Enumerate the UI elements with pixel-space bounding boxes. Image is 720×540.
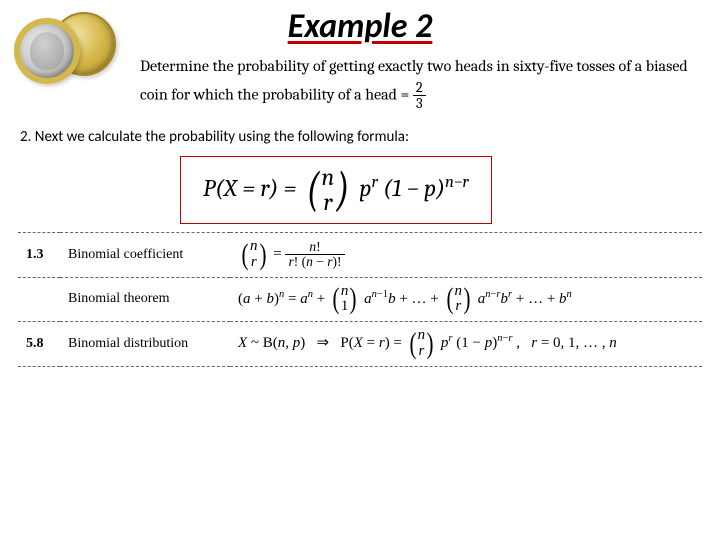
binom-r: r: [322, 190, 335, 215]
step-text: 2. Next we calculate the probability usi…: [20, 128, 409, 146]
binom-n: n: [322, 165, 335, 190]
fraction-denominator: 3: [413, 96, 426, 111]
table-row: 5.8Binomial distributionX ~ B(n, p) ⇒ P(…: [18, 322, 702, 367]
row-label: Binomial distribution: [60, 322, 230, 367]
reference-table: 1.3Binomial coefficient(nr) = n!r! (n − …: [18, 232, 702, 367]
formula-mid: p: [359, 174, 371, 202]
formula-box: P(X = r) = (nr) pr (1 − p)n−r: [180, 156, 492, 224]
row-formula: X ~ B(n, p) ⇒ P(X = r) = (nr) pr (1 − p)…: [230, 322, 702, 367]
row-number: [18, 277, 60, 322]
row-label: Binomial theorem: [60, 277, 230, 322]
row-formula: (nr) = n!r! (n − r)!: [230, 233, 702, 278]
row-number: 1.3: [18, 233, 60, 278]
formula-binom: (nr): [302, 165, 355, 215]
table-row: Binomial theorem(a + b)n = an + (n1) an−…: [18, 277, 702, 322]
row-label: Binomial coefficient: [60, 233, 230, 278]
row-formula: (a + b)n = an + (n1) an−1b + … + (nr) an…: [230, 277, 702, 322]
table-row: 1.3Binomial coefficient(nr) = n!r! (n − …: [18, 233, 702, 278]
slide-title: Example 2: [0, 6, 720, 47]
problem-statement: Determine the probability of getting exa…: [140, 54, 700, 111]
row-number: 5.8: [18, 322, 60, 367]
formula-lhs: P(X = r) =: [203, 174, 302, 202]
formula-exp1: r: [371, 173, 377, 192]
problem-fraction: 2 3: [413, 80, 426, 111]
formula-tail: (1 − p): [383, 174, 445, 202]
fraction-numerator: 2: [413, 80, 426, 96]
formula-exp2: n−r: [445, 173, 469, 192]
reference-tbody: 1.3Binomial coefficient(nr) = n!r! (n − …: [18, 233, 702, 367]
slide-title-wrap: Example 2: [0, 6, 720, 47]
